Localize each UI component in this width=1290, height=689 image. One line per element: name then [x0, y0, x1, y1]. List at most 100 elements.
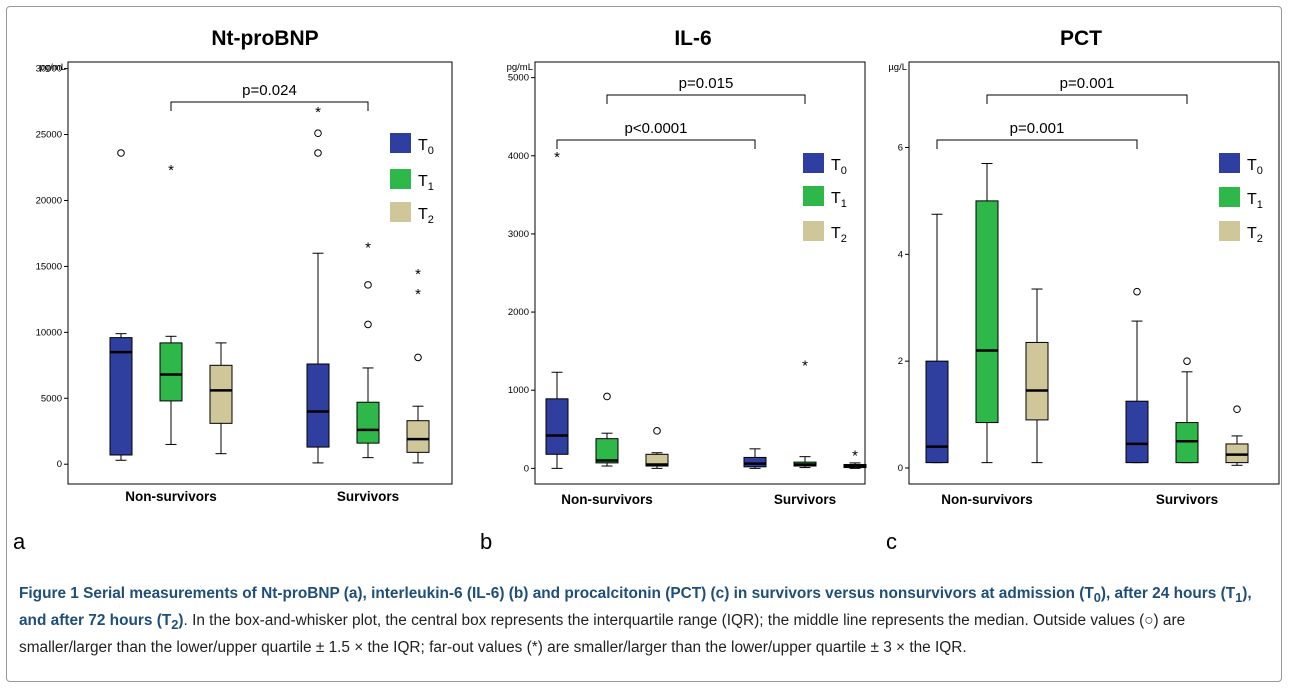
y-tick-label: 10000 — [36, 327, 62, 338]
legend-swatch-T1 — [1219, 187, 1240, 207]
extreme-point: * — [554, 149, 560, 166]
significance-bracket: p=0.001 — [936, 120, 1138, 149]
legend-swatch-T0 — [1219, 153, 1240, 173]
legend-swatch-T1 — [390, 169, 411, 189]
y-axis-unit: pg/mL — [40, 62, 66, 73]
y-tick-label: 5000 — [41, 393, 62, 404]
chart-panel-c: PCT µg/L 0 2 4 6 p=0.001 p=0.001 T0 T1 T2 Non-survi… — [886, 27, 1280, 554]
box-T1-survivors — [1175, 357, 1199, 464]
y-axis-unit: pg/mL — [507, 62, 533, 73]
figure-frame: Nt-proBNP pg/mL 0 5000 10000 15000 20000 25000 3… — [6, 6, 1282, 682]
y-tick-label: 4 — [898, 249, 903, 260]
extreme-point: * — [315, 104, 321, 121]
x-group-label: Non-survivors — [941, 492, 1033, 507]
iqr-box — [306, 363, 330, 448]
caption-title: Serial measurements of Nt-proBNP (a), in… — [19, 585, 1252, 633]
outlier-point — [364, 281, 372, 289]
extreme-point: * — [415, 266, 421, 283]
iqr-box — [109, 337, 133, 456]
box-T1-nonsurvivors — [975, 162, 999, 464]
y-tick-label: 0 — [898, 463, 903, 474]
iqr-box — [406, 420, 430, 453]
chart-title: PCT — [1060, 27, 1102, 50]
p-value-label: p<0.0001 — [625, 120, 688, 137]
iqr-box — [1175, 422, 1199, 464]
box-T2-nonsurvivors — [209, 342, 233, 455]
outlier-point — [117, 149, 125, 157]
legend-swatch-T1 — [803, 186, 824, 206]
bracket-line — [606, 94, 806, 104]
p-value-label: p=0.001 — [1010, 120, 1065, 137]
y-tick-label: 3000 — [508, 229, 529, 240]
y-tick-label: 6 — [898, 142, 903, 153]
x-group-label: Non-survivors — [125, 489, 217, 504]
legend-label-T1: T1 — [831, 190, 847, 210]
x-group-label: Survivors — [1156, 492, 1218, 507]
box-T2-survivors: * — [843, 447, 867, 469]
x-group-label: Non-survivors — [561, 492, 653, 507]
iqr-box — [925, 360, 949, 464]
iqr-box — [209, 364, 233, 424]
legend-swatch-T2 — [803, 221, 824, 241]
outlier-point — [1233, 405, 1241, 414]
bracket-line — [170, 101, 369, 111]
extreme-point: * — [365, 240, 371, 257]
box-T2-nonsurvivors — [1025, 288, 1049, 464]
box-T1-survivors: * — [793, 357, 817, 469]
y-tick-label: 20000 — [36, 195, 62, 206]
significance-bracket: p=0.024 — [170, 82, 369, 111]
significance-bracket: p=0.015 — [606, 75, 806, 104]
outlier-point — [603, 392, 611, 401]
plot-area — [908, 61, 1280, 485]
iqr-box — [545, 398, 569, 455]
y-tick-label: 25000 — [36, 130, 62, 141]
box-T1-nonsurvivors — [595, 392, 619, 467]
iqr-box — [1025, 341, 1049, 421]
legend-label-T1: T1 — [1247, 191, 1263, 211]
y-tick-label: 0 — [57, 459, 62, 470]
panel-letter: c — [886, 529, 897, 554]
x-group-label: Survivors — [774, 492, 836, 507]
y-tick-label: 0 — [524, 463, 529, 474]
chart-panel-b: IL-6 pg/mL 0 1000 2000 3000 4000 5000 * * * p<0.000… — [480, 27, 867, 554]
bracket-line — [556, 139, 756, 149]
legend-label-T0: T0 — [1247, 157, 1263, 177]
extreme-point: * — [415, 286, 421, 303]
extreme-point: * — [168, 162, 174, 179]
legend-swatch-T2 — [1219, 221, 1240, 241]
iqr-box — [595, 438, 619, 464]
bracket-line — [936, 139, 1138, 149]
p-value-label: p=0.015 — [679, 75, 734, 92]
outlier-point — [314, 149, 322, 157]
box-T2-survivors: ** — [406, 266, 430, 464]
extreme-point: * — [802, 357, 808, 374]
figure-charts: Nt-proBNPpg/mL05000100001500020000250003… — [13, 27, 1280, 554]
legend-label-T0: T0 — [418, 137, 434, 157]
y-tick-label: 5000 — [508, 73, 529, 84]
chart-panel-a: Nt-proBNP pg/mL 0 5000 10000 15000 20000 25000 3… — [13, 27, 453, 554]
caption-label: Figure 1 — [19, 585, 79, 602]
box-T2-nonsurvivors — [645, 427, 669, 469]
outlier-point — [364, 320, 372, 329]
iqr-box — [159, 342, 183, 402]
outlier-point — [1133, 287, 1141, 296]
y-tick-label: 4000 — [508, 151, 529, 162]
legend-swatch-T0 — [390, 133, 411, 153]
legend-swatch-T2 — [390, 202, 411, 222]
legend-label-T2: T2 — [1247, 225, 1263, 245]
x-group-label: Survivors — [337, 489, 399, 504]
iqr-box — [975, 200, 999, 424]
y-tick-label: 2000 — [508, 307, 529, 318]
iqr-box — [1225, 443, 1249, 464]
outlier-point — [314, 129, 322, 138]
caption-body: . In the box-and-whisker plot, the centr… — [19, 612, 1186, 657]
p-value-label: p=0.001 — [1060, 75, 1115, 92]
legend: T0 T1 T2 — [390, 133, 434, 226]
plot-area — [534, 61, 866, 485]
legend-label-T2: T2 — [831, 225, 847, 245]
box-T0-survivors: * — [306, 104, 330, 464]
legend-label-T1: T1 — [418, 173, 434, 193]
box-T1-nonsurvivors: * — [159, 162, 183, 445]
box-T2-survivors — [1225, 405, 1249, 466]
y-axis-unit: µg/L — [888, 62, 907, 73]
